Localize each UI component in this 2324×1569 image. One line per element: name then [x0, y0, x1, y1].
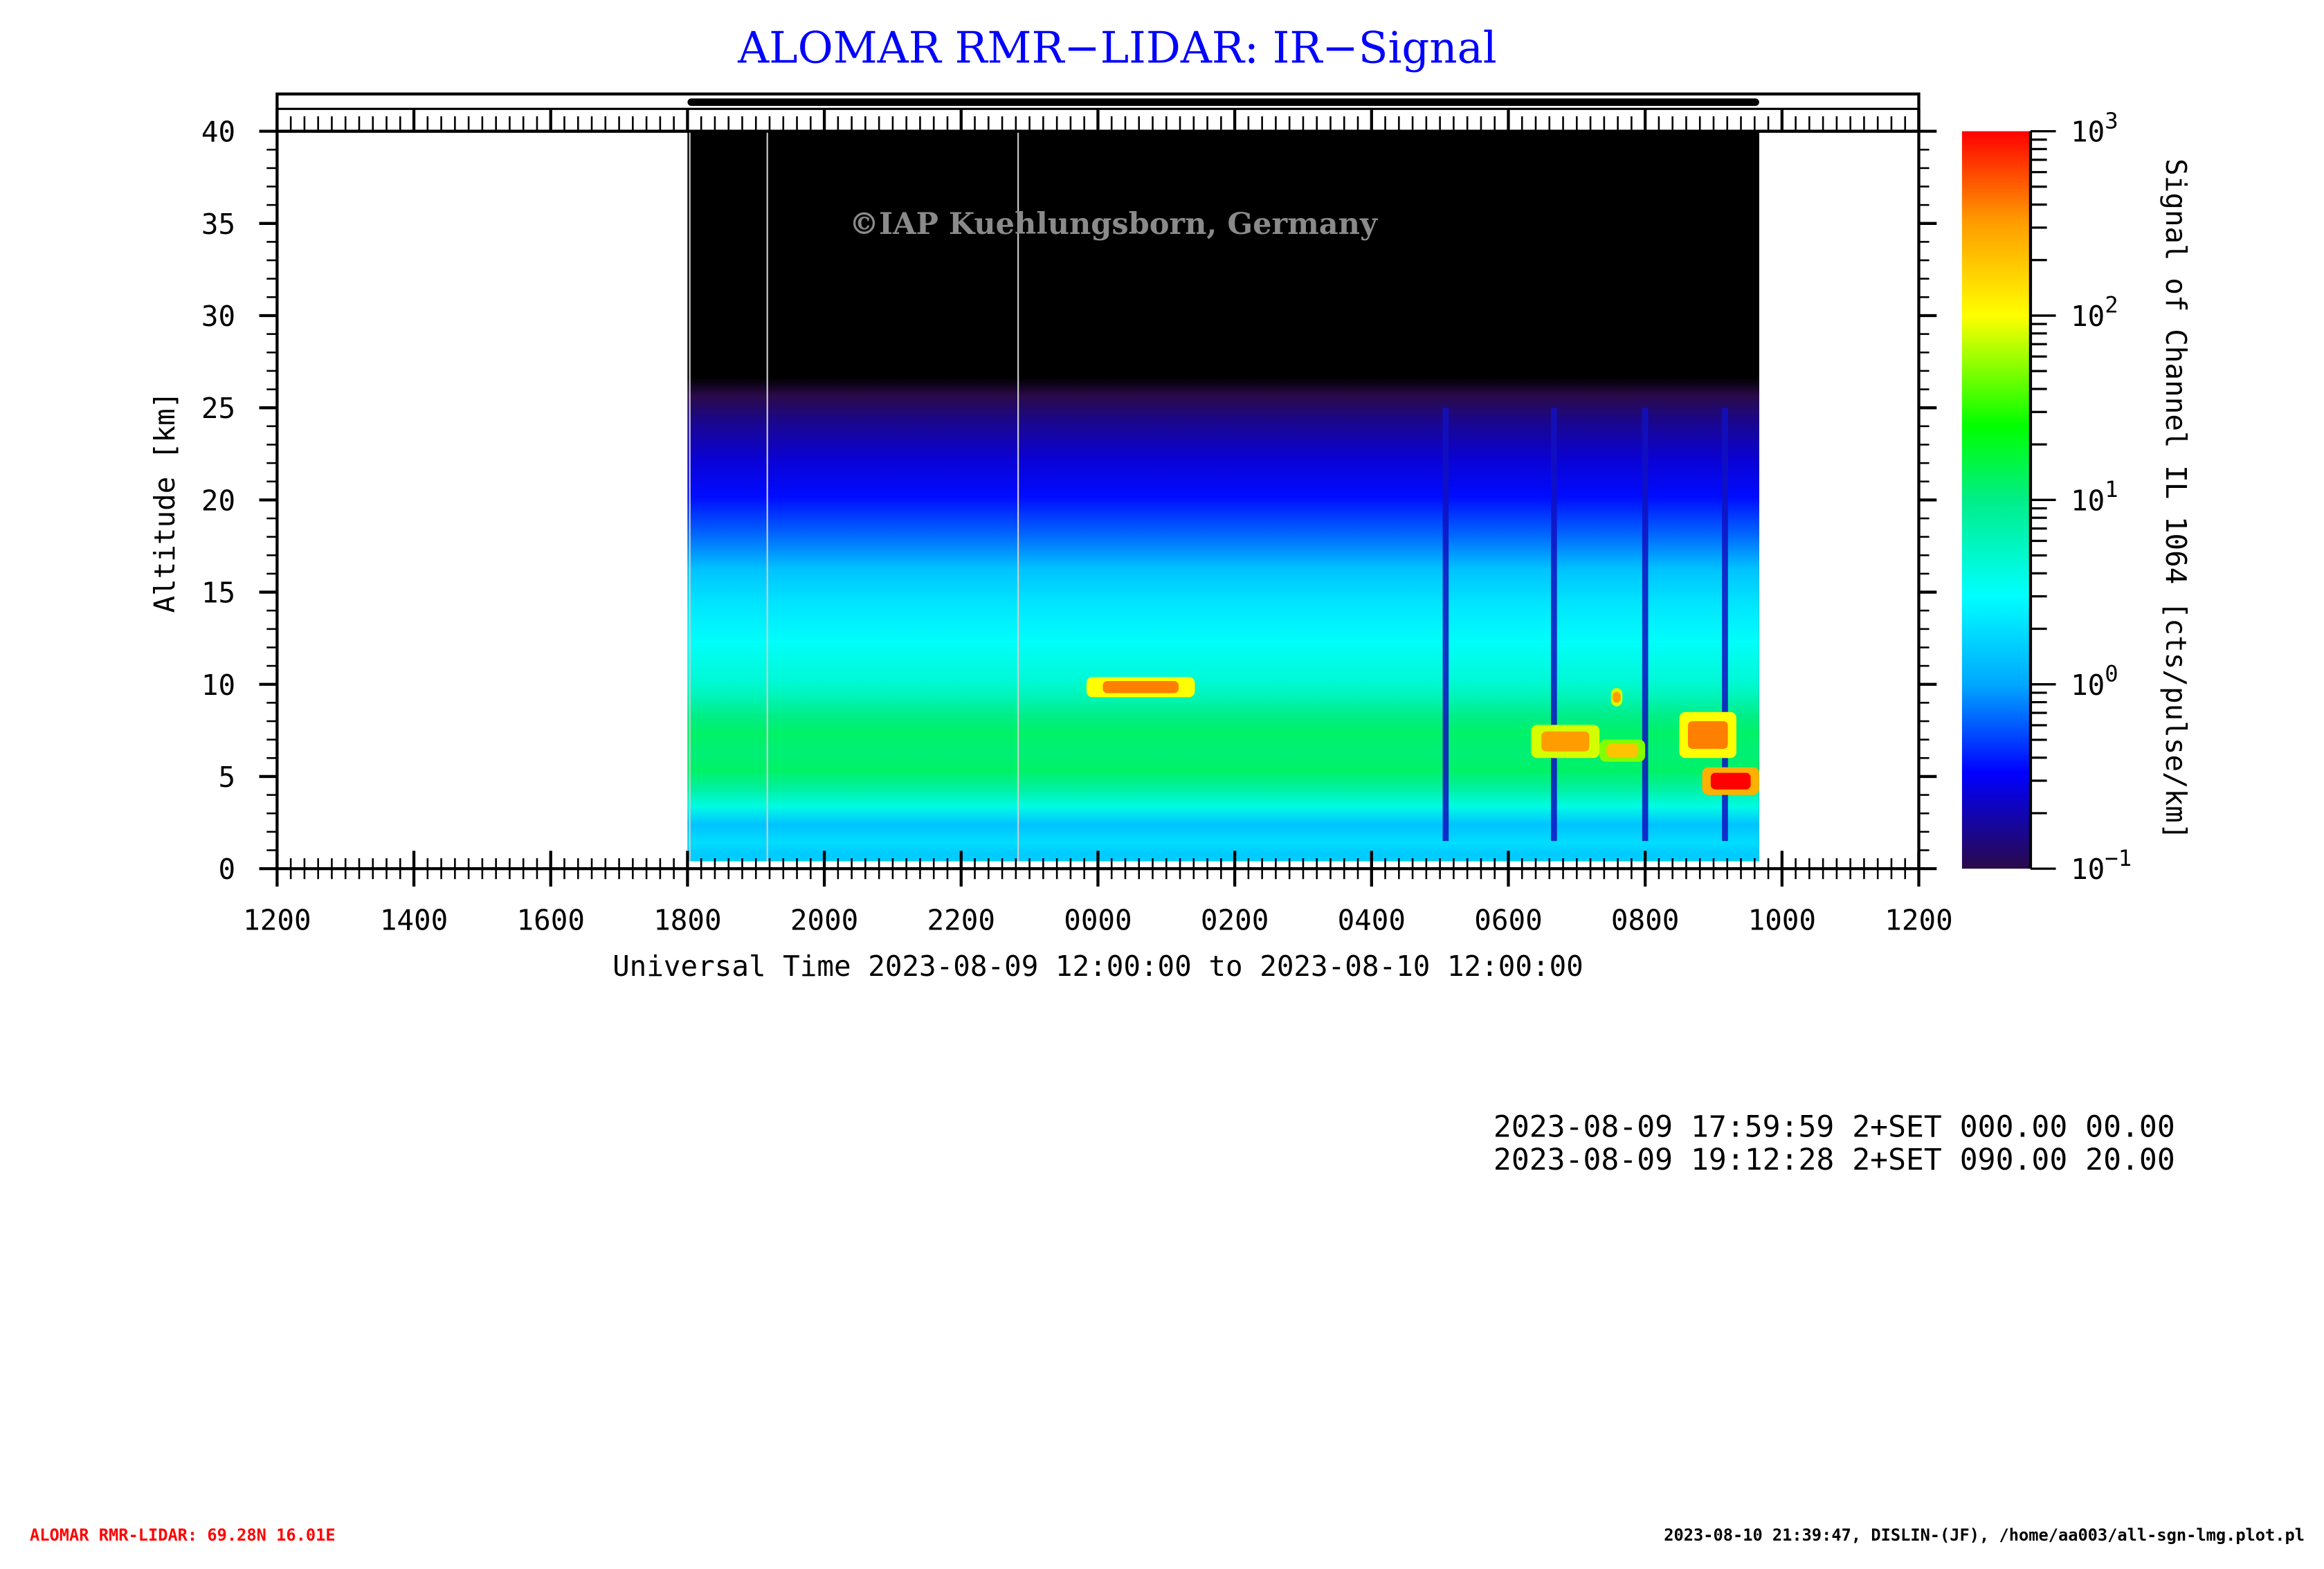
cloud-core	[1710, 772, 1751, 790]
colorbar-tick-label: 102	[2071, 292, 2118, 333]
tick-exponent: 3	[2105, 107, 2118, 134]
x-tick-label: 1600	[517, 903, 585, 936]
tick-base: 10	[2071, 116, 2105, 149]
y-tick-label: 0	[218, 853, 235, 886]
y-tick-label: 40	[201, 116, 235, 149]
tick-base: 10	[2071, 300, 2105, 333]
footer-credits: 2023-08-10 21:39:47, DISLIN-(JF), /home/…	[1664, 1525, 2305, 1545]
tick-exponent: −1	[2105, 845, 2132, 871]
x-tick-label: 0600	[1474, 903, 1542, 936]
signal-dropout	[1642, 408, 1649, 842]
x-tick-label: 0200	[1201, 903, 1269, 936]
cloud-core	[1606, 744, 1639, 758]
x-tick-label: 0000	[1064, 903, 1132, 936]
x-tick-label: 0400	[1338, 903, 1406, 936]
strip-ticks	[275, 109, 1921, 131]
cloud-core	[1613, 691, 1621, 703]
x-tick-label: 1400	[380, 903, 448, 936]
colorbar	[1961, 131, 2031, 869]
x-tick-label: 1200	[243, 903, 311, 936]
x-tick-labels: 1200 1400 1600 1800 2000 2200 0000 0200 0400 0600…	[243, 903, 1953, 936]
signal-dropout	[1551, 408, 1557, 842]
colorbar-tick-label: 103	[2071, 107, 2118, 148]
cloud-core	[1541, 731, 1590, 752]
x-axis-label: Universal Time 2023-08-09 12:00:00 to 20…	[612, 950, 1583, 983]
y-axis-label: Altitude [km]	[148, 392, 181, 613]
y-tick-label: 30	[201, 300, 235, 333]
y-tick-label: 35	[201, 208, 235, 241]
tick-exponent: 0	[2105, 660, 2118, 687]
chart-title: ALOMAR RMR−LIDAR: IR−Signal	[737, 23, 1497, 73]
tick-exponent: 2	[2105, 292, 2118, 318]
x-tick-label: 1800	[653, 903, 721, 936]
signal-dropout	[1442, 408, 1449, 842]
tick-base: 10	[2071, 484, 2105, 517]
y-tick-label: 25	[201, 392, 235, 425]
info-line-1: 2023-08-09 17:59:59 2+SET 000.00 00.00	[1494, 1110, 2175, 1145]
y-tick-label: 5	[218, 761, 235, 794]
axis-ticks	[259, 129, 1937, 887]
colorbar-tick-label: 101	[2071, 476, 2118, 517]
y-tick-label: 15	[201, 577, 235, 610]
cloud-core	[1687, 721, 1728, 749]
tick-base: 10	[2071, 853, 2105, 886]
tick-base: 10	[2071, 669, 2105, 702]
colorbar-ticks	[2030, 129, 2056, 870]
x-tick-label: 2200	[927, 903, 995, 936]
signal-dropout	[1722, 408, 1728, 842]
x-tick-label: 0800	[1611, 903, 1679, 936]
colorbar-tick-label: 10−1	[2071, 845, 2132, 886]
x-tick-label: 1200	[1885, 903, 1952, 936]
y-tick-label: 20	[201, 484, 235, 517]
tick-exponent: 1	[2105, 476, 2118, 502]
watermark: ©IAP Kuehlungsborn, Germany	[849, 207, 1379, 242]
colorbar-tick-label: 100	[2071, 660, 2118, 701]
y-tick-label: 10	[201, 669, 235, 702]
footer-station: ALOMAR RMR-LIDAR: 69.28N 16.01E	[30, 1525, 336, 1545]
heatmap	[687, 131, 1759, 862]
y-tick-labels: 0 5 10 15 20 25 30 35 40	[201, 116, 235, 887]
x-tick-label: 1000	[1748, 903, 1816, 936]
info-line-2: 2023-08-09 19:12:28 2+SET 090.00 20.00	[1494, 1143, 2175, 1177]
coverage-bar	[687, 98, 1759, 107]
x-tick-label: 2000	[790, 903, 858, 936]
cloud-core	[1102, 680, 1179, 693]
colorbar-label: Signal of Channel IL 1064 [cts/pulse/km]	[2159, 158, 2193, 840]
